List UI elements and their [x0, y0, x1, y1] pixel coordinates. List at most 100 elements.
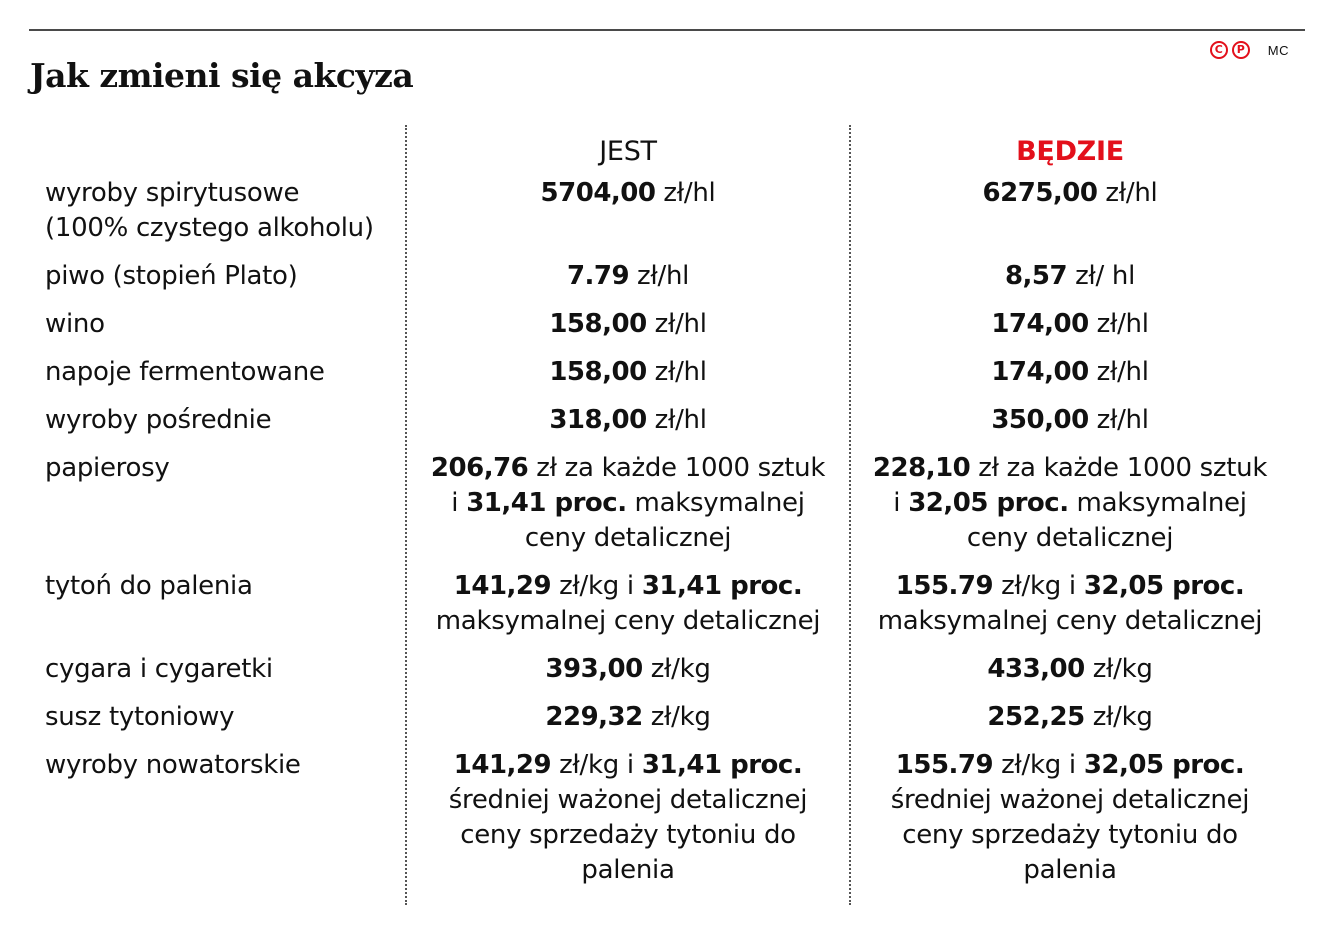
- value-line: ceny detalicznej: [855, 521, 1285, 556]
- table-row: susz tytoniowy 229,32 zł/kg 252,25 zł/kg: [0, 700, 1317, 735]
- value-line: 158,00 zł/hl: [413, 307, 843, 342]
- bedzie-value-cell: 174,00 zł/hl: [849, 307, 1291, 342]
- table-row: wyroby pośrednie 318,00 zł/hl 350,00 zł/hl: [0, 403, 1317, 438]
- rate-value: 206,76: [430, 453, 529, 483]
- row-label: napoje fermentowane: [0, 355, 407, 390]
- rate-unit: zł/kg i: [993, 571, 1084, 601]
- table-row: cygara i cygaretki 393,00 zł/kg 433,00 zł/…: [0, 652, 1317, 687]
- rate-value: 31,41 proc.: [466, 488, 627, 518]
- value-line: 155.79 zł/kg i 32,05 proc.: [855, 748, 1285, 783]
- jest-value-cell: 141,29 zł/kg i 31,41 proc. średniej ważon…: [407, 748, 849, 888]
- rate-value: 141,29: [453, 571, 552, 601]
- value-line: 393,00 zł/kg: [413, 652, 843, 687]
- rate-unit: zł/hl: [646, 405, 707, 435]
- value-line: 229,32 zł/kg: [413, 700, 843, 735]
- value-line: maksymalnej ceny detalicznej: [855, 604, 1285, 639]
- value-line: 350,00 zł/hl: [855, 403, 1285, 438]
- table-row: napoje fermentowane 158,00 zł/hl 174,00 zł…: [0, 355, 1317, 390]
- jest-value-cell: 7.79 zł/hl: [407, 259, 849, 294]
- row-label: cygara i cygaretki: [0, 652, 407, 687]
- table-body: wyroby spirytusowe (100% czystego alkohol…: [0, 176, 1317, 888]
- table-row: papierosy 206,76 zł za każde 1000 sztuk i …: [0, 451, 1317, 556]
- rate-unit: zł/hl: [1088, 405, 1149, 435]
- value-line: średniej ważonej detalicznej: [855, 783, 1285, 818]
- rate-value: 8,57: [1004, 261, 1068, 291]
- row-label: wyroby nowatorskie: [0, 748, 407, 783]
- row-label-line: susz tytoniowy: [45, 702, 235, 732]
- rate-value: 158,00: [549, 309, 647, 339]
- rate-unit: ceny detalicznej: [966, 523, 1174, 553]
- row-label-line: wyroby nowatorskie: [45, 750, 301, 780]
- rate-unit: maksymalnej ceny detalicznej: [877, 606, 1263, 636]
- value-line: 433,00 zł/kg: [855, 652, 1285, 687]
- value-line: 8,57 zł/ hl: [855, 259, 1285, 294]
- excise-table: JEST BĘDZIE wyroby spirytusowe (100% czys…: [0, 128, 1317, 901]
- value-line: 206,76 zł za każde 1000 sztuk: [413, 451, 843, 486]
- value-line: ceny sprzedaży tytoniu do: [855, 818, 1285, 853]
- rate-unit: zł/kg: [1084, 654, 1153, 684]
- rate-unit: zł/kg: [1084, 702, 1153, 732]
- value-prefix: i: [451, 488, 467, 518]
- rate-unit: zł/kg: [642, 702, 711, 732]
- rate-value: 318,00: [549, 405, 647, 435]
- row-label: wino: [0, 307, 407, 342]
- copyright-icon: C: [1209, 41, 1228, 59]
- rate-unit: zł za każde 1000 sztuk: [528, 453, 826, 483]
- rate-unit: zł/kg i: [551, 750, 642, 780]
- table-row: piwo (stopień Plato) 7.79 zł/hl 8,57 zł/ h…: [0, 259, 1317, 294]
- value-line: ceny detalicznej: [413, 521, 843, 556]
- rate-unit: zł/hl: [1088, 309, 1149, 339]
- top-rule: [29, 29, 1305, 31]
- value-line: 5704,00 zł/hl: [413, 176, 843, 211]
- rate-unit: zł/kg: [642, 654, 711, 684]
- value-line: palenia: [855, 853, 1285, 888]
- rate-value: 228,10: [872, 453, 971, 483]
- value-line: 141,29 zł/kg i 31,41 proc.: [413, 748, 843, 783]
- rate-unit: zł/ hl: [1067, 261, 1136, 291]
- rate-unit: zł/hl: [646, 357, 707, 387]
- row-label: papierosy: [0, 451, 407, 486]
- value-line: średniej ważonej detalicznej: [413, 783, 843, 818]
- row-label-line: wino: [45, 309, 105, 339]
- rate-unit: maksymalnej ceny detalicznej: [435, 606, 821, 636]
- rate-value: 158,00: [549, 357, 647, 387]
- rate-unit: maksymalnej: [626, 488, 805, 518]
- value-line: 141,29 zł/kg i 31,41 proc.: [413, 569, 843, 604]
- rate-percent: 32,05 proc.: [1083, 750, 1245, 780]
- rate-value: 155.79: [895, 571, 994, 601]
- rate-value: 174,00: [991, 357, 1089, 387]
- rate-percent: 31,41 proc.: [641, 571, 803, 601]
- value-line: 318,00 zł/hl: [413, 403, 843, 438]
- row-label-line: piwo (stopień Plato): [45, 261, 298, 291]
- rate-unit: zł/kg i: [993, 750, 1084, 780]
- rate-unit: ceny detalicznej: [524, 523, 732, 553]
- value-line: 158,00 zł/hl: [413, 355, 843, 390]
- rate-unit: palenia: [1023, 855, 1117, 885]
- column-divider-bedzie: [849, 125, 851, 905]
- row-label: tytoń do palenia: [0, 569, 407, 604]
- bedzie-value-cell: 174,00 zł/hl: [849, 355, 1291, 390]
- header-jest: JEST: [599, 136, 657, 167]
- value-line: i 31,41 proc. maksymalnej: [413, 486, 843, 521]
- rate-percent: 31,41 proc.: [641, 750, 803, 780]
- bedzie-value-cell: 155.79 zł/kg i 32,05 proc. średniej ważon…: [849, 748, 1291, 888]
- table-row: wino 158,00 zł/hl 174,00 zł/hl: [0, 307, 1317, 342]
- table-row: tytoń do palenia 141,29 zł/kg i 31,41 pro…: [0, 569, 1317, 639]
- bedzie-value-cell: 350,00 zł/hl: [849, 403, 1291, 438]
- jest-value-cell: 141,29 zł/kg i 31,41 proc. maksymalnej ce…: [407, 569, 849, 639]
- rate-unit: ceny sprzedaży tytoniu do: [902, 820, 1238, 850]
- row-label: piwo (stopień Plato): [0, 259, 407, 294]
- row-label-line: papierosy: [45, 453, 170, 483]
- page-title: Jak zmieni się akcyza: [30, 56, 414, 95]
- value-line: i 32,05 proc. maksymalnej: [855, 486, 1285, 521]
- credits: C P MC: [1209, 41, 1289, 59]
- row-label-line: napoje fermentowane: [45, 357, 325, 387]
- rate-value: 7.79: [566, 261, 630, 291]
- rate-value: 141,29: [453, 750, 552, 780]
- rate-percent: 32,05 proc.: [1083, 571, 1245, 601]
- row-label: wyroby spirytusowe (100% czystego alkohol…: [0, 176, 407, 246]
- rate-value: 32,05 proc.: [908, 488, 1069, 518]
- jest-value-cell: 229,32 zł/kg: [407, 700, 849, 735]
- row-label-line: tytoń do palenia: [45, 571, 253, 601]
- rate-unit: zł/hl: [1088, 357, 1149, 387]
